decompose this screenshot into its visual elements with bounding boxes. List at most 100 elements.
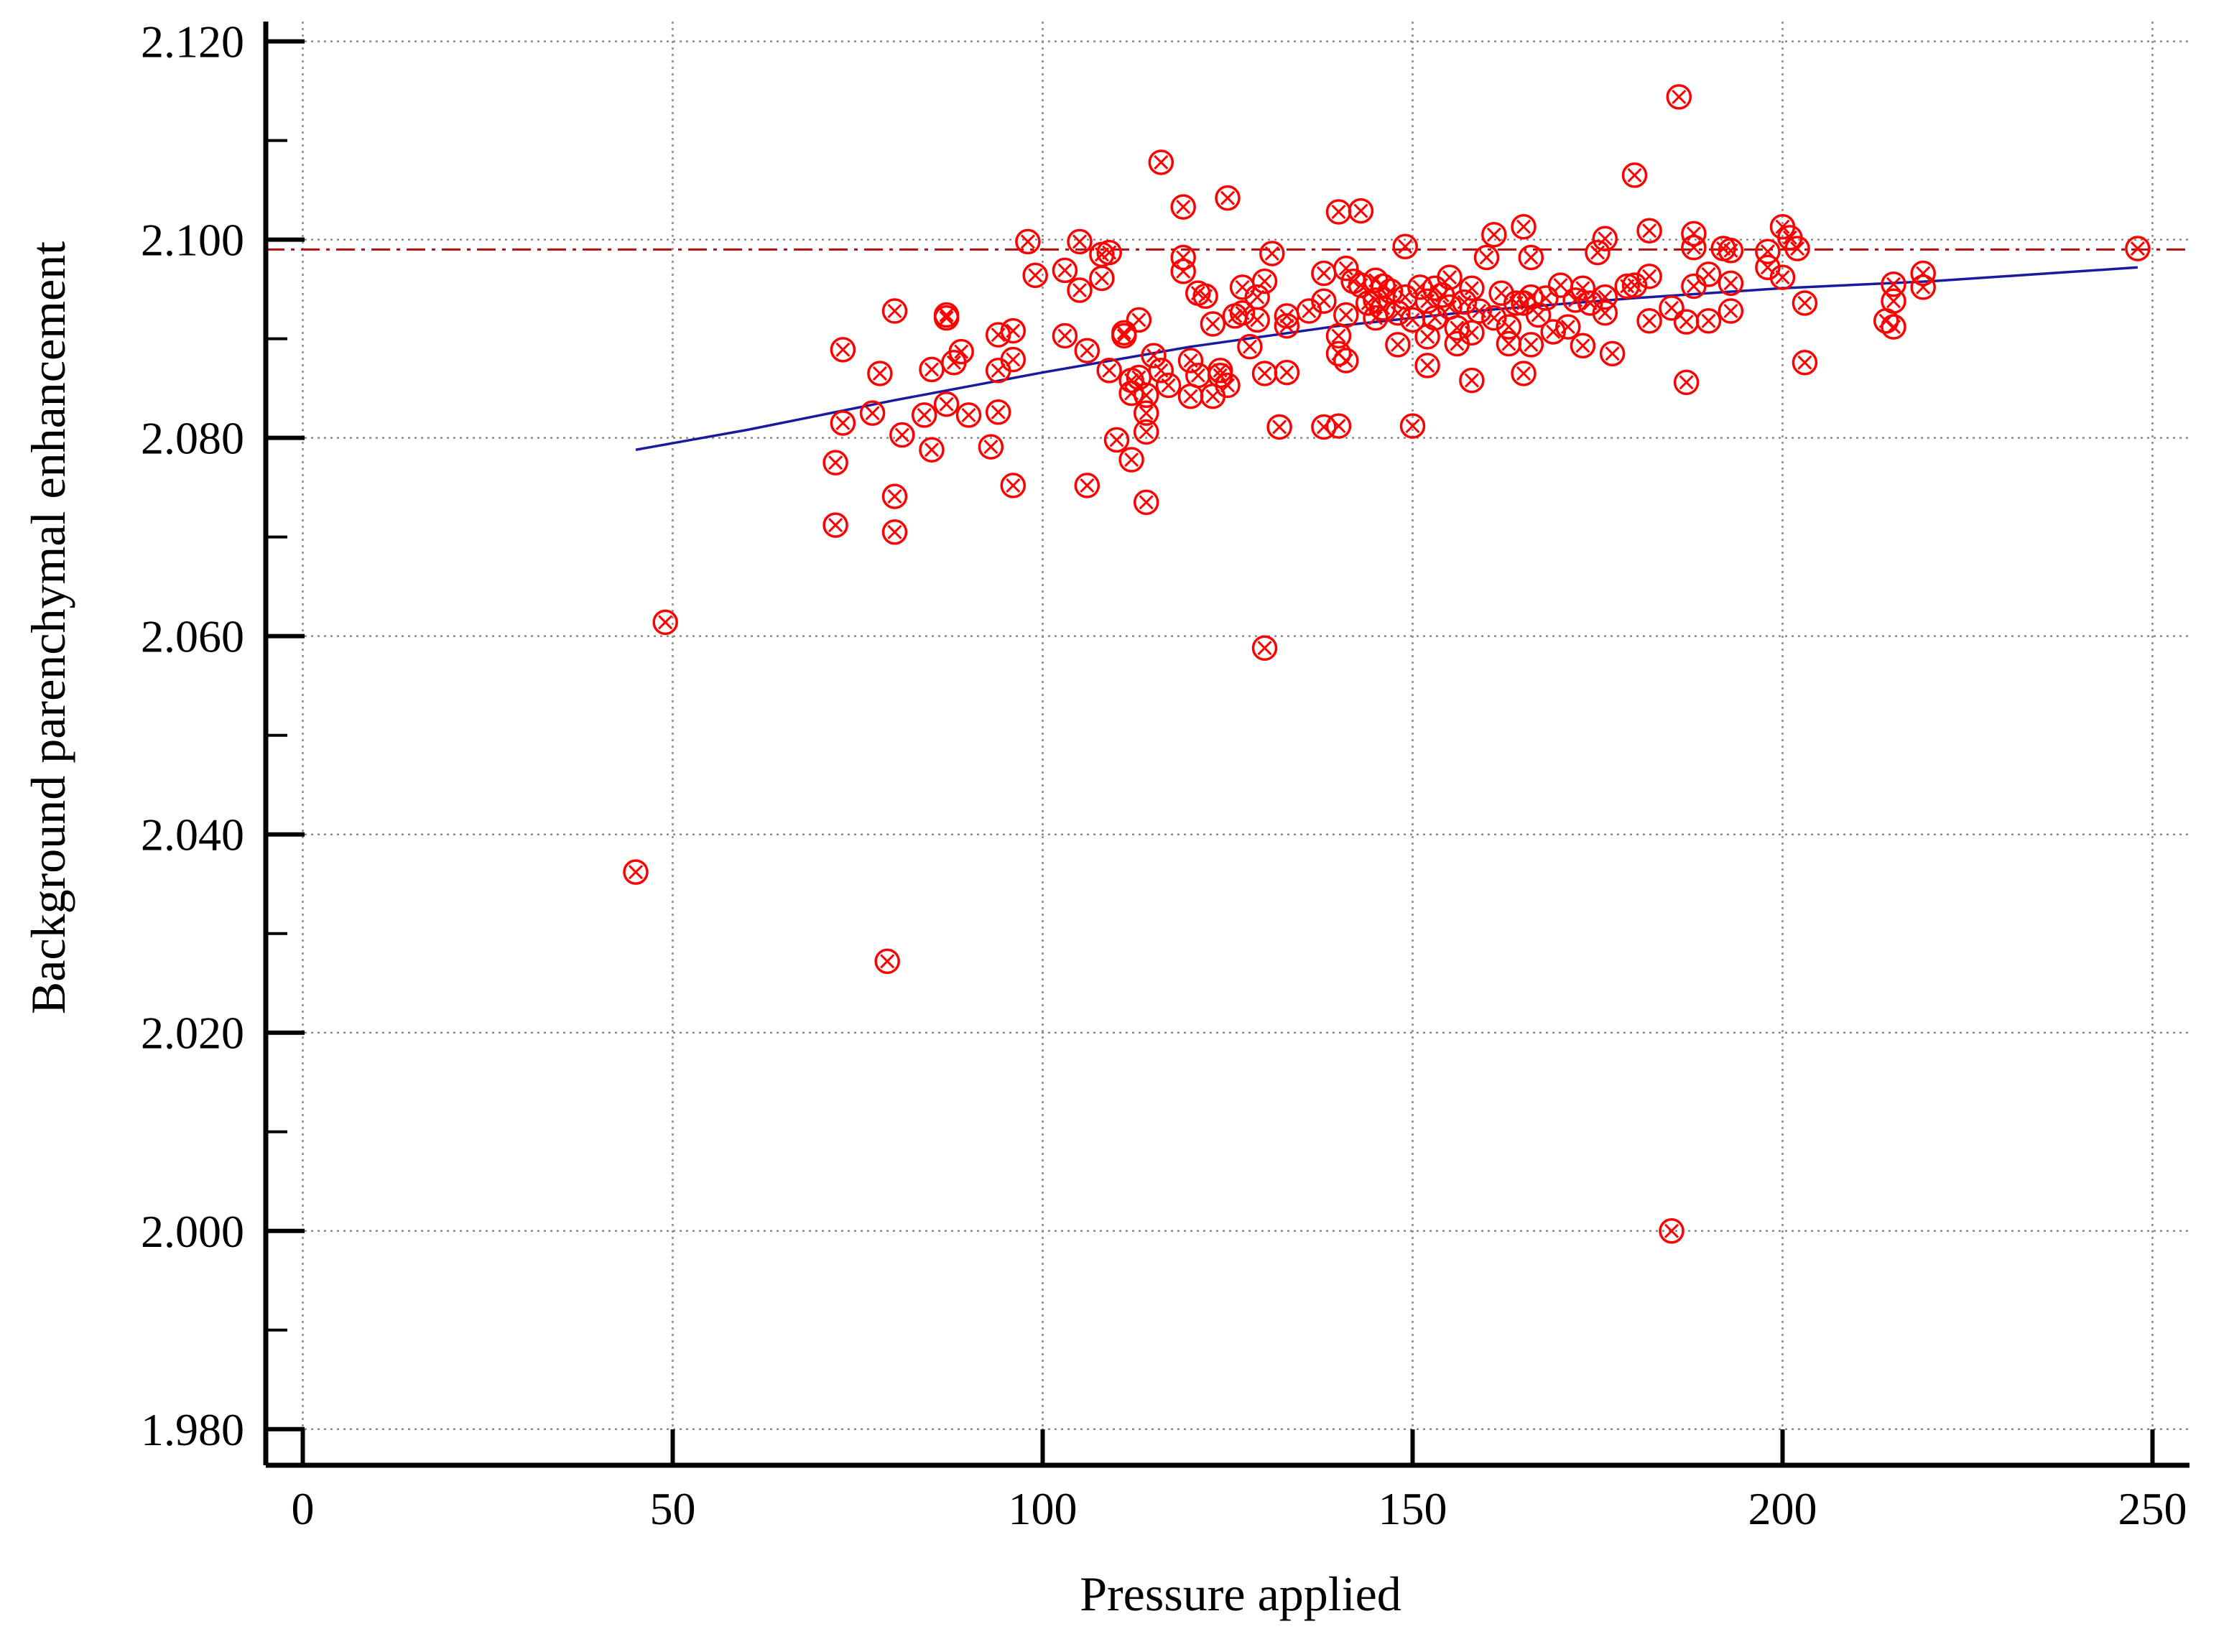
data-point	[1126, 364, 1152, 391]
data-point	[1547, 272, 1574, 298]
data-point	[1170, 194, 1196, 220]
data-point	[830, 337, 856, 363]
data-point-cross	[961, 407, 976, 422]
data-point	[985, 399, 1011, 425]
data-point-cross	[1272, 419, 1287, 435]
data-point-cross	[991, 404, 1006, 419]
data-point	[1192, 283, 1218, 310]
data-point-circle	[1170, 194, 1196, 220]
data-point-cross	[1501, 320, 1516, 335]
data-point-cross	[1664, 1223, 1679, 1238]
data-point-cross	[1057, 263, 1072, 278]
data-point	[1177, 348, 1204, 373]
data-point-circle	[1407, 274, 1433, 300]
data-point	[1274, 312, 1300, 339]
data-point-circle	[1333, 302, 1359, 328]
data-point-circle	[1325, 340, 1352, 367]
data-point	[948, 338, 974, 365]
data-point	[1459, 275, 1485, 302]
data-point-cross	[1605, 346, 1620, 361]
data-point-cross	[1376, 300, 1391, 315]
data-point-cross	[1664, 300, 1679, 315]
data-point-circle	[1067, 277, 1093, 303]
data-point-circle	[874, 948, 900, 975]
tick-labels: 0 50 100 150 200 250 1.980 2.000 2.020 2.040 2.060…	[141, 17, 2187, 1534]
y-tick-label: 2.020	[141, 1008, 244, 1059]
data-point	[933, 305, 960, 331]
data-point-circle	[1437, 264, 1463, 290]
data-point-circle	[1621, 162, 1648, 188]
data-point	[1459, 320, 1485, 346]
data-point-circle	[822, 450, 848, 475]
data-point	[1244, 307, 1270, 333]
data-point-cross	[1775, 219, 1790, 234]
data-point	[1133, 400, 1159, 426]
data-point-circle	[1074, 473, 1100, 498]
x-tick-label: 200	[1748, 1483, 1817, 1534]
data-point-cross	[1235, 279, 1250, 294]
data-point-circle	[830, 410, 856, 436]
data-point-circle	[1481, 221, 1507, 248]
data-point	[1200, 383, 1226, 409]
data-point-cross	[1420, 358, 1435, 373]
data-point-cross	[1486, 227, 1501, 242]
data-point-circle	[1370, 295, 1396, 321]
data-point	[1718, 298, 1744, 324]
data-point	[881, 298, 908, 324]
data-point	[1540, 319, 1566, 345]
data-point-cross	[1464, 373, 1479, 388]
data-point	[822, 450, 848, 475]
data-point	[1266, 414, 1292, 440]
data-point-cross	[946, 355, 961, 370]
data-point-cross	[924, 442, 940, 458]
data-point-cross	[1257, 366, 1272, 381]
data-point	[1067, 228, 1093, 255]
data-point-circle	[1570, 275, 1596, 302]
data-point	[1096, 239, 1122, 266]
data-point	[1496, 330, 1522, 357]
data-point-cross	[1176, 264, 1191, 279]
data-point	[1792, 290, 1818, 316]
data-point-circle	[1096, 358, 1122, 384]
data-point-circle	[1385, 300, 1411, 326]
data-point-circle	[1555, 314, 1581, 340]
data-point-cross	[835, 342, 851, 357]
data-point-cross	[658, 615, 673, 630]
data-point-cross	[1257, 641, 1272, 656]
x-tick-label: 100	[1009, 1483, 1078, 1534]
data-point-circle	[1592, 284, 1618, 310]
data-point	[1592, 226, 1618, 251]
x-axis-title: Pressure applied	[1080, 1567, 1401, 1621]
data-point-cross	[1331, 204, 1346, 220]
data-point-cross	[1701, 313, 1716, 328]
x-tick-label: 50	[650, 1483, 696, 1534]
data-point	[1636, 218, 1662, 243]
data-point	[1311, 288, 1337, 314]
data-point-circle	[911, 402, 937, 428]
data-point	[1251, 635, 1278, 661]
data-point-circle	[1881, 314, 1906, 340]
data-point-cross	[1235, 305, 1250, 320]
data-point-cross	[1146, 348, 1162, 363]
data-point-circle	[1614, 273, 1640, 300]
data-point-cross	[1538, 290, 1553, 306]
data-point-cross	[1553, 278, 1568, 293]
data-point	[1718, 270, 1744, 297]
data-point-cross	[1672, 89, 1687, 104]
data-point	[1473, 244, 1500, 271]
data-point-circle	[1385, 332, 1411, 358]
data-point	[955, 402, 982, 428]
data-point	[1148, 358, 1174, 384]
data-point-cross	[1154, 363, 1169, 378]
data-point	[2125, 236, 2151, 261]
x-tick-label: 250	[2118, 1483, 2187, 1534]
data-point	[978, 434, 1004, 460]
data-point	[1259, 241, 1285, 266]
data-point-circle	[1503, 290, 1529, 316]
data-point	[1769, 264, 1796, 290]
data-point	[1370, 273, 1396, 300]
data-point-cross	[1361, 295, 1376, 311]
data-point-cross	[2130, 241, 2145, 256]
data-point-circle	[1229, 300, 1256, 326]
data-point	[1015, 228, 1041, 255]
